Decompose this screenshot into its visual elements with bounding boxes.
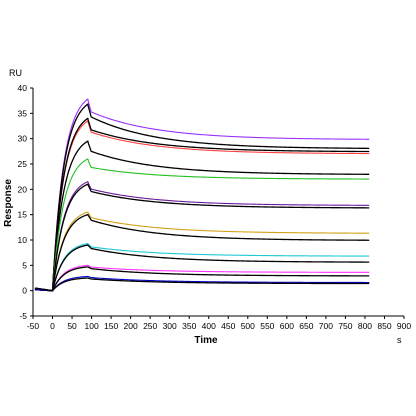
y-tick-label: 20 xyxy=(18,184,28,194)
series-line-13 xyxy=(34,264,370,292)
x-tick-label: 600 xyxy=(280,321,294,331)
x-tick-label: 650 xyxy=(299,321,313,331)
x-tick-label: 50 xyxy=(67,321,77,331)
series-line-2 xyxy=(34,103,370,292)
series-line-3 xyxy=(34,120,370,292)
series-line-7 xyxy=(34,181,370,292)
x-tick-label: 350 xyxy=(182,321,196,331)
y-axis-ticks: -5 0 5 10 15 20 25 30 35 40 xyxy=(18,83,33,321)
y-tick-label: 25 xyxy=(18,159,28,169)
x-tick-label: 750 xyxy=(338,321,352,331)
x-tick-label: 800 xyxy=(358,321,372,331)
y-tick-label: 0 xyxy=(22,286,27,296)
series-line-4 xyxy=(34,117,370,292)
x-tick-label: 150 xyxy=(104,321,118,331)
x-unit-label: s xyxy=(397,335,402,345)
series-line-11 xyxy=(34,243,370,292)
series-lines xyxy=(34,98,370,292)
x-tick-label: 200 xyxy=(124,321,138,331)
x-tick-label: 850 xyxy=(377,321,391,331)
series-line-1 xyxy=(34,98,370,292)
x-tick-label: 450 xyxy=(221,321,235,331)
y-axis-title: Response xyxy=(3,179,14,227)
y-tick-label: 15 xyxy=(18,210,28,220)
series-line-12 xyxy=(34,244,370,292)
series-line-9 xyxy=(34,211,370,292)
y-tick-label: 40 xyxy=(18,83,28,93)
series-line-10 xyxy=(34,214,370,292)
x-tick-label: 550 xyxy=(260,321,274,331)
y-tick-label: 5 xyxy=(22,260,27,270)
x-axis-title: Time xyxy=(194,335,218,346)
y-tick-label: 30 xyxy=(18,134,28,144)
series-line-5 xyxy=(34,140,370,292)
series-line-15 xyxy=(34,275,370,292)
series-line-8 xyxy=(34,183,370,292)
x-tick-label: 250 xyxy=(143,321,157,331)
y-tick-label: -5 xyxy=(19,311,27,321)
series-line-14 xyxy=(34,266,370,292)
x-axis-ticks: -50 0 50 100 150 200 250 300 350 400 450 500 550 600 6… xyxy=(27,316,411,331)
y-tick-label: 35 xyxy=(18,108,28,118)
series-line-16 xyxy=(34,277,370,292)
x-tick-label: 100 xyxy=(84,321,98,331)
x-tick-label: 900 xyxy=(397,321,411,331)
x-tick-label: -50 xyxy=(27,321,40,331)
x-tick-label: 700 xyxy=(319,321,333,331)
y-tick-label: 10 xyxy=(18,235,28,245)
x-tick-label: 300 xyxy=(163,321,177,331)
y-unit-label: RU xyxy=(9,68,22,78)
series-line-6 xyxy=(34,158,370,292)
x-tick-label: 400 xyxy=(202,321,216,331)
x-tick-label: 500 xyxy=(241,321,255,331)
x-tick-label: 0 xyxy=(50,321,55,331)
